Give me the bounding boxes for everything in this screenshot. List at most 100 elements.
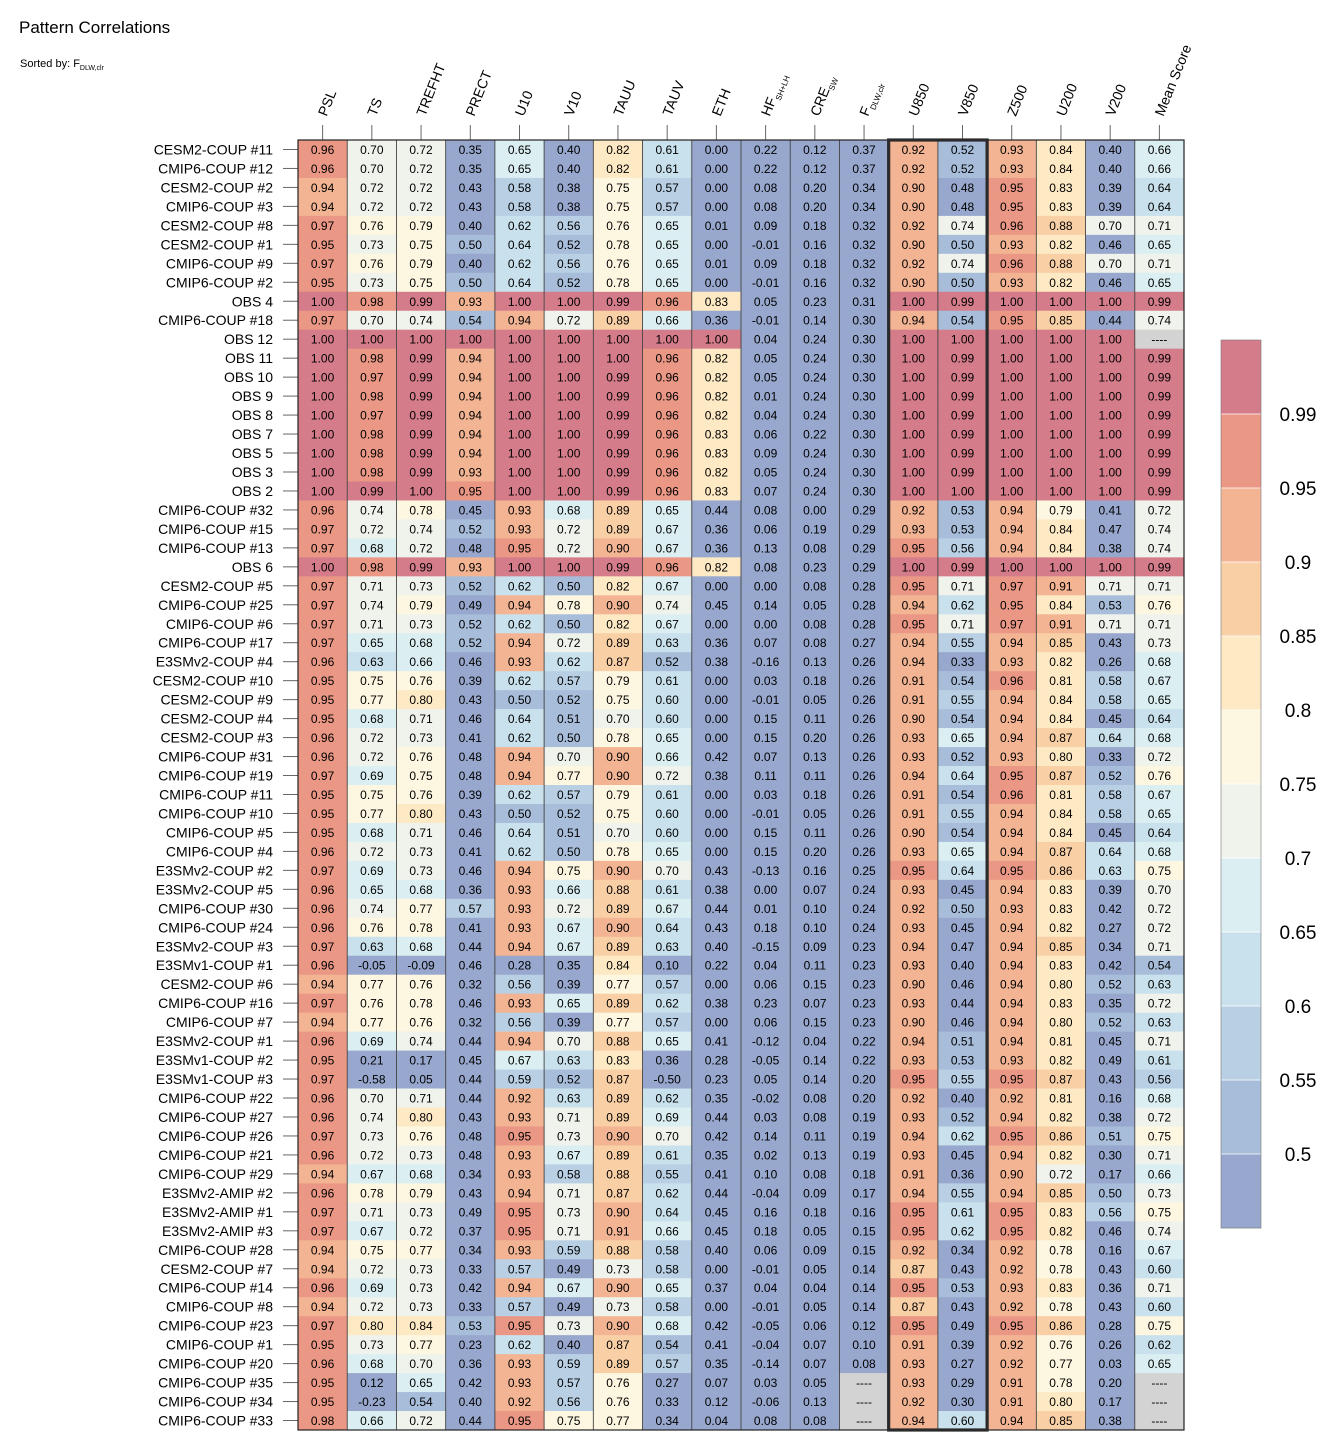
- cell-value: 0.66: [655, 314, 679, 328]
- cell-value: 0.20: [803, 181, 827, 195]
- heatmap-cell: [298, 671, 348, 691]
- heatmap-cell: [1085, 614, 1136, 634]
- heatmap-cell: [298, 709, 348, 729]
- cell-value: 0.53: [951, 1281, 975, 1295]
- heatmap-cell: [691, 1354, 742, 1374]
- cell-value: 0.00: [705, 826, 729, 840]
- cell-value: 0.90: [606, 750, 630, 764]
- heatmap-cell: [839, 841, 889, 862]
- cell-value: 0.96: [655, 465, 679, 479]
- cell-value: 0.70: [1098, 219, 1122, 233]
- heatmap-cell: [888, 329, 939, 349]
- column-label: HFSH+LH: [758, 70, 792, 119]
- cell-value: 0.36: [655, 1054, 679, 1068]
- heatmap-cell: [1036, 140, 1086, 160]
- heatmap-cell: [1085, 310, 1136, 331]
- heatmap-cell: [937, 424, 988, 444]
- cell-value: -0.50: [653, 1073, 681, 1087]
- heatmap-cell: [1134, 1297, 1185, 1317]
- cell-value: 0.95: [902, 1073, 926, 1087]
- cell-value: 0.99: [951, 371, 975, 385]
- row-label: CMIP6-COUP #26: [158, 1128, 273, 1144]
- heatmap-cell: [642, 595, 693, 615]
- column-label: U200: [1053, 81, 1080, 118]
- cell-value: 0.94: [311, 1262, 335, 1276]
- cell-value: 0.27: [1098, 921, 1122, 935]
- heatmap-cell: [445, 709, 496, 729]
- heatmap-cell: [445, 576, 496, 596]
- cell-value: 0.36: [705, 522, 729, 536]
- cell-value: 0.95: [1000, 1224, 1024, 1238]
- heatmap-cell: [1085, 253, 1136, 274]
- heatmap-cell: [937, 1145, 988, 1165]
- heatmap-cell: [396, 1107, 446, 1127]
- row-label: OBS 12: [224, 331, 273, 347]
- heatmap-cell: [544, 803, 594, 824]
- heatmap-cell: [445, 728, 496, 748]
- column-label: V850: [954, 82, 981, 119]
- colorbar-tick-label: 0.65: [1280, 923, 1317, 944]
- cell-value: 0.94: [1000, 978, 1024, 992]
- heatmap-cell: [741, 841, 791, 862]
- column-label-main: TAUV: [659, 78, 688, 118]
- heatmap-cell: [298, 974, 348, 994]
- cell-value: 0.81: [1049, 674, 1073, 688]
- heatmap-cell: [987, 481, 1037, 501]
- cell-value: 0.73: [360, 238, 384, 252]
- heatmap-cell: [790, 1354, 840, 1374]
- heatmap-cell: [445, 538, 496, 558]
- cell-value: 0.00: [705, 276, 729, 290]
- heatmap-cell: [347, 1373, 397, 1393]
- heatmap-cell: [396, 803, 446, 824]
- heatmap-cell: [1036, 443, 1086, 463]
- heatmap-cell: [987, 386, 1037, 406]
- cell-value: 0.93: [508, 1376, 532, 1390]
- heatmap-cell: [937, 1183, 988, 1203]
- cell-value: 0.90: [902, 978, 926, 992]
- heatmap-cell: [839, 481, 889, 501]
- heatmap-cell: [298, 860, 348, 881]
- heatmap-cell: [544, 955, 594, 976]
- heatmap-cell: [937, 1278, 988, 1298]
- heatmap-cell: [642, 196, 693, 217]
- heatmap-cell: [347, 690, 397, 710]
- cell-value: 0.64: [951, 769, 975, 783]
- heatmap-cell: [1134, 1335, 1185, 1355]
- cell-value: 0.84: [1049, 807, 1073, 821]
- heatmap-cell: [987, 747, 1037, 767]
- cell-value: 0.00: [705, 674, 729, 688]
- cell-value: 0.00: [705, 1300, 729, 1314]
- heatmap-cell: [1085, 1297, 1136, 1317]
- cell-value: 0.12: [803, 143, 827, 157]
- heatmap-cell: [741, 1031, 791, 1051]
- heatmap-cell: [937, 215, 988, 236]
- cell-value: 0.95: [311, 693, 335, 707]
- heatmap-cell: [741, 1126, 791, 1146]
- heatmap-cell: [691, 803, 742, 824]
- heatmap-cell: [839, 728, 889, 748]
- heatmap-cell: [1036, 614, 1086, 634]
- cell-value: 0.14: [852, 1281, 876, 1295]
- heatmap-cell: [987, 803, 1037, 824]
- cell-value: 1.00: [1049, 333, 1073, 347]
- cell-value: 0.57: [655, 1016, 679, 1030]
- heatmap-cell: [1036, 1259, 1086, 1279]
- cell-value: 0.95: [1000, 181, 1024, 195]
- heatmap-cell: [937, 785, 988, 805]
- row-label: E3SMv2-AMIP #3: [162, 1223, 273, 1239]
- cell-value: 0.95: [1000, 769, 1024, 783]
- cell-value: 0.55: [951, 807, 975, 821]
- heatmap-cell: [937, 652, 988, 672]
- heatmap-cell: [298, 291, 348, 312]
- heatmap-cell: [1085, 386, 1136, 406]
- heatmap-cell: [544, 860, 594, 881]
- cell-value: 0.40: [557, 162, 581, 176]
- heatmap-cell: [691, 690, 742, 710]
- cell-value: 1.00: [557, 333, 581, 347]
- heatmap-cell: [642, 1297, 693, 1317]
- cell-value: 0.00: [705, 238, 729, 252]
- cell-value: 0.94: [1000, 1186, 1024, 1200]
- heatmap-cell: [298, 993, 348, 1013]
- heatmap-cell: [445, 1164, 496, 1184]
- cell-value: 0.73: [557, 1205, 581, 1219]
